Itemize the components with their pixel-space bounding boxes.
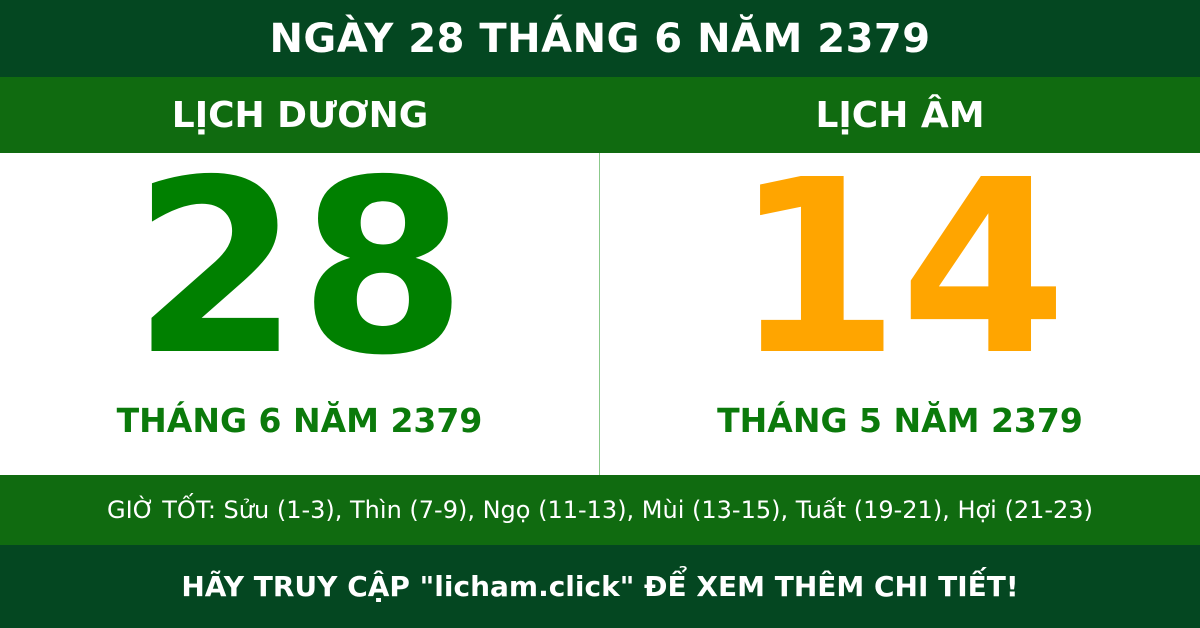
calendar-body: 28 THÁNG 6 NĂM 2379 14 THÁNG 5 NĂM 2379 bbox=[0, 128, 1200, 475]
lunar-month-year: THÁNG 5 NĂM 2379 bbox=[717, 401, 1083, 440]
solar-day: 28 bbox=[132, 128, 467, 408]
lunar-day: 14 bbox=[733, 128, 1067, 408]
solar-panel: 28 THÁNG 6 NĂM 2379 bbox=[0, 128, 600, 475]
good-hours: GIỜ TỐT: Sửu (1-3), Thìn (7-9), Ngọ (11-… bbox=[0, 475, 1200, 545]
calendar-headers: LỊCH DƯƠNG LỊCH ÂM bbox=[0, 77, 1200, 153]
lunar-calendar-label: LỊCH ÂM bbox=[815, 94, 985, 136]
page-title: NGÀY 28 THÁNG 6 NĂM 2379 bbox=[0, 0, 1200, 77]
lunar-panel: 14 THÁNG 5 NĂM 2379 bbox=[600, 128, 1200, 475]
solar-month-year: THÁNG 6 NĂM 2379 bbox=[116, 401, 483, 440]
footer-cta: HÃY TRUY CẬP "licham.click" ĐỂ XEM THÊM … bbox=[0, 545, 1200, 628]
solar-calendar-label: LỊCH DƯƠNG bbox=[171, 94, 429, 136]
